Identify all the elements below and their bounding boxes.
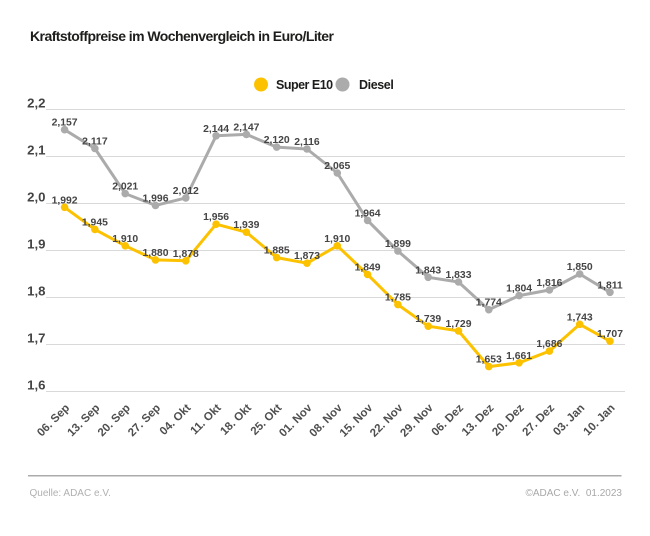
svg-text:1,686: 1,686 bbox=[536, 339, 562, 350]
svg-text:1,964: 1,964 bbox=[355, 208, 381, 219]
svg-text:1,873: 1,873 bbox=[294, 251, 320, 262]
svg-text:1,774: 1,774 bbox=[476, 298, 502, 309]
svg-text:Diesel: Diesel bbox=[359, 78, 393, 92]
svg-text:2,2: 2,2 bbox=[27, 96, 45, 111]
svg-text:1,910: 1,910 bbox=[324, 234, 350, 245]
svg-text:1,945: 1,945 bbox=[82, 217, 108, 228]
svg-text:1,833: 1,833 bbox=[445, 270, 471, 281]
svg-text:2,147: 2,147 bbox=[233, 122, 259, 133]
svg-text:©ADAC e.V. 01.2023: ©ADAC e.V. 01.2023 bbox=[525, 488, 622, 499]
svg-text:2,1: 2,1 bbox=[27, 143, 45, 158]
svg-text:1,899: 1,899 bbox=[385, 239, 411, 250]
svg-text:2,116: 2,116 bbox=[294, 137, 320, 148]
svg-text:2,144: 2,144 bbox=[203, 124, 229, 135]
svg-text:Super E10: Super E10 bbox=[276, 78, 333, 92]
svg-text:1,804: 1,804 bbox=[506, 284, 532, 295]
svg-text:2,0: 2,0 bbox=[27, 190, 45, 205]
svg-text:2,021: 2,021 bbox=[112, 182, 138, 193]
svg-text:1,910: 1,910 bbox=[112, 234, 138, 245]
svg-text:1,6: 1,6 bbox=[27, 378, 45, 393]
svg-text:1,707: 1,707 bbox=[597, 329, 623, 340]
svg-text:1,729: 1,729 bbox=[445, 319, 471, 330]
svg-text:1,661: 1,661 bbox=[506, 351, 532, 362]
svg-text:Kraftstoffpreise im Wochenverg: Kraftstoffpreise im Wochenvergleich in E… bbox=[30, 28, 335, 44]
svg-text:1,956: 1,956 bbox=[203, 212, 229, 223]
svg-text:1,743: 1,743 bbox=[567, 312, 593, 323]
svg-text:1,849: 1,849 bbox=[355, 263, 381, 274]
svg-text:Quelle: ADAC e.V.: Quelle: ADAC e.V. bbox=[30, 488, 111, 499]
svg-text:1,8: 1,8 bbox=[27, 284, 45, 299]
svg-text:2,157: 2,157 bbox=[52, 118, 78, 129]
svg-text:2,012: 2,012 bbox=[173, 186, 199, 197]
svg-text:1,811: 1,811 bbox=[597, 280, 623, 291]
svg-text:1,653: 1,653 bbox=[476, 355, 502, 366]
svg-text:1,878: 1,878 bbox=[173, 249, 199, 260]
svg-text:1,850: 1,850 bbox=[567, 262, 593, 273]
svg-text:1,739: 1,739 bbox=[415, 314, 441, 325]
svg-text:2,120: 2,120 bbox=[264, 135, 290, 146]
svg-text:1,885: 1,885 bbox=[264, 246, 290, 257]
svg-text:1,996: 1,996 bbox=[142, 193, 168, 204]
svg-text:2,065: 2,065 bbox=[324, 161, 350, 172]
svg-text:2,117: 2,117 bbox=[82, 137, 108, 148]
svg-text:1,785: 1,785 bbox=[385, 293, 411, 304]
svg-text:1,7: 1,7 bbox=[27, 331, 45, 346]
svg-text:1,939: 1,939 bbox=[233, 220, 259, 231]
svg-text:1,816: 1,816 bbox=[536, 278, 562, 289]
svg-text:1,880: 1,880 bbox=[142, 248, 168, 259]
svg-text:1,992: 1,992 bbox=[52, 195, 78, 206]
svg-text:1,843: 1,843 bbox=[415, 265, 441, 276]
svg-text:1,9: 1,9 bbox=[27, 237, 45, 252]
